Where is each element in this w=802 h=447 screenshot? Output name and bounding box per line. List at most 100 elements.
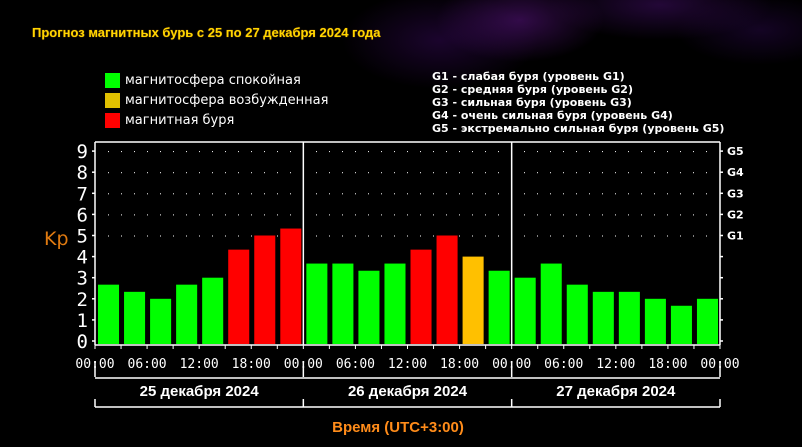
grid-dot xyxy=(394,151,395,153)
g-scale-item: G3 - сильная буря (уровень G3) xyxy=(432,96,632,109)
grid-dot xyxy=(420,151,421,153)
grid-dot xyxy=(173,193,174,195)
grid-dot xyxy=(537,214,538,216)
grid-dot xyxy=(498,193,499,195)
grid-dot xyxy=(550,151,551,153)
grid-dot xyxy=(537,172,538,174)
grid-dot xyxy=(316,151,317,153)
grid-dot xyxy=(251,235,252,237)
grid-dot xyxy=(563,151,564,153)
grid-dot xyxy=(199,235,200,237)
grid-dot xyxy=(368,172,369,174)
grid-dot xyxy=(134,172,135,174)
kp-bar xyxy=(462,256,484,344)
grid-dot xyxy=(524,235,525,237)
grid-dot xyxy=(355,151,356,153)
legend-item-active: магнитосфера возбужденная xyxy=(105,90,328,110)
grid-dot xyxy=(654,193,655,195)
grid-dot xyxy=(277,193,278,195)
legend-item-quiet: магнитосфера спокойная xyxy=(105,70,328,90)
grid-dot xyxy=(368,193,369,195)
grid-dot xyxy=(706,235,707,237)
grid-dot xyxy=(485,151,486,153)
grid-dot xyxy=(615,193,616,195)
kp-bar xyxy=(436,235,458,344)
y-tick-label: 0 xyxy=(77,331,88,353)
x-tick-label: 18:00 xyxy=(648,357,687,372)
kp-bar xyxy=(384,263,406,344)
grid-dot xyxy=(212,214,213,216)
x-tick-label: 12:00 xyxy=(180,357,219,372)
grid-dot xyxy=(563,193,564,195)
g-scale-item: G4 - очень сильная буря (уровень G4) xyxy=(432,109,673,122)
day-label: 26 декабря 2024 xyxy=(348,383,468,400)
g-level-label: G3 xyxy=(727,187,744,200)
g-scale-item: G5 - экстремально сильная буря (уровень … xyxy=(432,122,725,135)
grid-dot xyxy=(459,235,460,237)
grid-dot xyxy=(667,151,668,153)
kp-bar xyxy=(410,249,432,344)
grid-dot xyxy=(693,193,694,195)
legend-swatch-quiet xyxy=(105,72,120,88)
grid-dot xyxy=(680,151,681,153)
grid-dot xyxy=(134,193,135,195)
x-tick-label: 06:00 xyxy=(128,357,167,372)
x-tick-label: 18:00 xyxy=(232,357,271,372)
grid-dot xyxy=(160,214,161,216)
y-tick-label: 2 xyxy=(77,289,88,311)
grid-dot xyxy=(212,151,213,153)
grid-dot xyxy=(537,193,538,195)
grid-dot xyxy=(446,193,447,195)
kp-bar xyxy=(696,298,718,344)
kp-bar xyxy=(618,291,640,344)
grid-dot xyxy=(108,214,109,216)
kp-bar xyxy=(254,235,276,344)
legend: магнитосфера спокойная магнитосфера возб… xyxy=(105,70,328,130)
g-scale-item: G2 - средняя буря (уровень G2) xyxy=(432,83,633,96)
grid-dot xyxy=(134,235,135,237)
grid-dot xyxy=(524,214,525,216)
grid-dot xyxy=(147,235,148,237)
kp-bar xyxy=(332,263,354,344)
grid-dot xyxy=(706,151,707,153)
grid-dot xyxy=(238,151,239,153)
grid-dot xyxy=(225,193,226,195)
grid-dot xyxy=(173,151,174,153)
grid-dot xyxy=(121,172,122,174)
grid-dot xyxy=(576,193,577,195)
grid-dot xyxy=(186,151,187,153)
grid-dot xyxy=(381,193,382,195)
grid-dot xyxy=(459,193,460,195)
grid-dot xyxy=(472,235,473,237)
grid-dot xyxy=(147,193,148,195)
kp-bar xyxy=(280,228,302,344)
grid-dot xyxy=(537,235,538,237)
grid-dot xyxy=(485,214,486,216)
grid-dot xyxy=(264,214,265,216)
grid-dot xyxy=(472,214,473,216)
grid-dot xyxy=(667,193,668,195)
grid-dot xyxy=(329,193,330,195)
grid-dot xyxy=(329,172,330,174)
grid-dot xyxy=(290,172,291,174)
kp-bar xyxy=(592,291,614,344)
grid-dot xyxy=(368,235,369,237)
grid-dot xyxy=(186,172,187,174)
grid-dot xyxy=(433,151,434,153)
grid-dot xyxy=(186,235,187,237)
grid-dot xyxy=(433,193,434,195)
legend-swatch-active xyxy=(105,92,120,108)
kp-bar xyxy=(540,263,562,344)
kp-bar xyxy=(514,277,536,344)
grid-dot xyxy=(199,151,200,153)
grid-dot xyxy=(251,193,252,195)
grid-dot xyxy=(524,172,525,174)
grid-dot xyxy=(433,235,434,237)
legend-swatch-storm xyxy=(105,112,120,128)
grid-dot xyxy=(628,235,629,237)
grid-dot xyxy=(420,193,421,195)
grid-dot xyxy=(654,235,655,237)
kp-bar xyxy=(644,298,666,344)
grid-dot xyxy=(160,193,161,195)
